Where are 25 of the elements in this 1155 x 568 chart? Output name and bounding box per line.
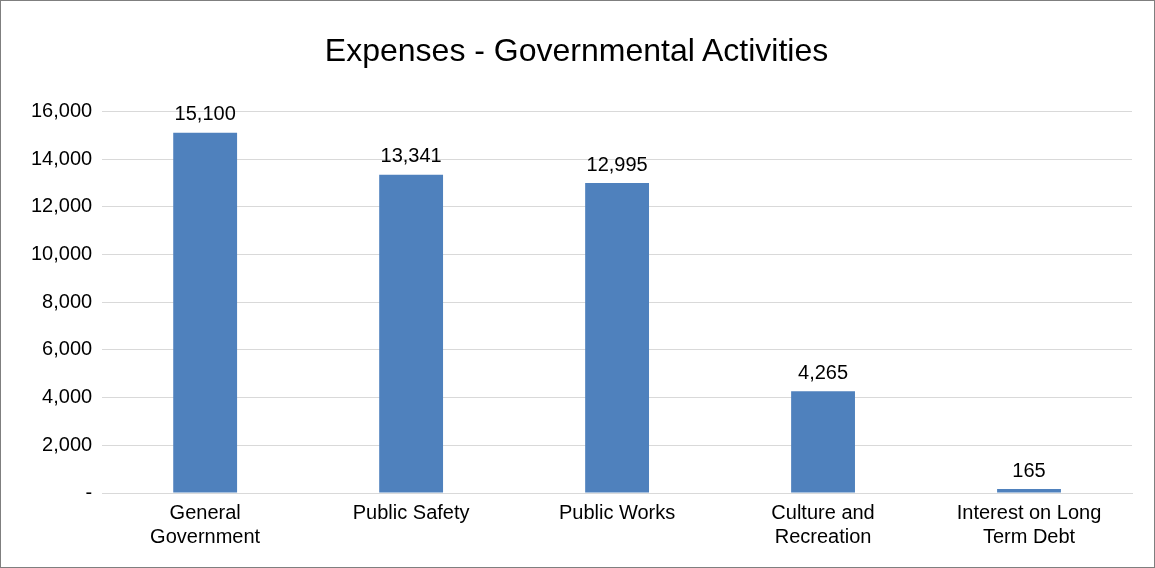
- data-label: 165: [1012, 458, 1046, 481]
- data-label: 12,995: [586, 152, 648, 175]
- bar: [585, 183, 650, 493]
- data-label: 4,265: [798, 360, 849, 383]
- x-tick-label: General Government: [150, 500, 261, 547]
- x-tick-label: Public Works: [558, 500, 676, 523]
- bar: [379, 174, 444, 493]
- y-tick-label: 4,000: [42, 385, 93, 408]
- y-tick-label: 10,000: [31, 242, 93, 265]
- x-tick-label: Public Safety: [352, 500, 470, 523]
- x-tick-label: Interest on Long Term Debt: [956, 500, 1102, 547]
- y-tick-label: 8,000: [42, 289, 93, 312]
- y-tick-label: 14,000: [31, 146, 93, 169]
- x-tick-label: Culture and Recreation: [771, 500, 875, 547]
- chart-title: Expenses - Governmental Activities: [324, 32, 829, 69]
- y-tick-label: 16,000: [31, 98, 93, 121]
- data-label: 13,341: [380, 144, 442, 167]
- bar: [997, 489, 1061, 493]
- y-tick-label: 6,000: [42, 337, 93, 360]
- y-tick-label: -: [85, 480, 93, 503]
- y-tick-label: 2,000: [42, 432, 93, 455]
- bar: [173, 132, 238, 493]
- data-label: 15,100: [174, 102, 236, 125]
- y-tick-label: 12,000: [31, 194, 93, 217]
- bar: [791, 391, 855, 493]
